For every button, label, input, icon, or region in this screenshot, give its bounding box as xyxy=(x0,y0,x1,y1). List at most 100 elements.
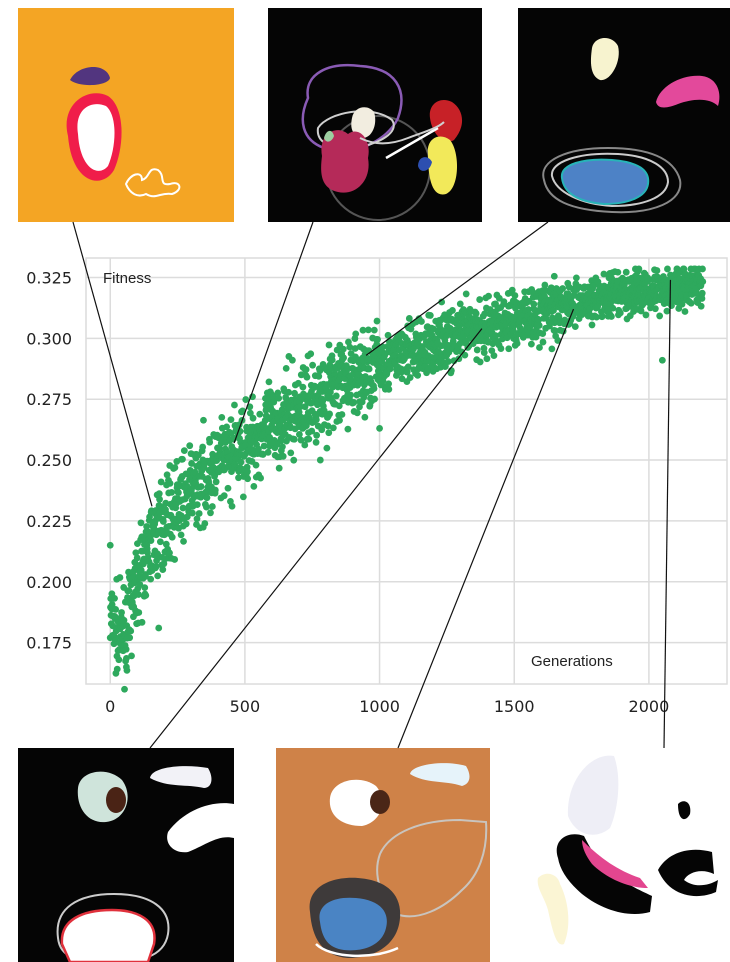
scatter-point xyxy=(307,350,315,358)
scatter-point xyxy=(142,591,150,599)
y-tick-label: 0.275 xyxy=(26,390,72,409)
scatter-point xyxy=(143,523,151,530)
scatter-point xyxy=(257,474,264,482)
scatter-point xyxy=(614,268,622,276)
scatter-point xyxy=(242,396,250,403)
scatter-point xyxy=(231,401,238,409)
scatter-point xyxy=(177,531,185,539)
scatter-point xyxy=(193,501,201,509)
scatter-point xyxy=(243,468,251,476)
scatter-point xyxy=(572,274,580,282)
x-tick-label: 2000 xyxy=(629,697,670,716)
scatter-point xyxy=(256,410,264,418)
scatter-point xyxy=(373,317,381,325)
scatter-point xyxy=(455,355,463,363)
scatter-point-outlier xyxy=(376,425,383,432)
scatter-point xyxy=(328,356,336,364)
x-tick-label: 1000 xyxy=(359,697,400,716)
scatter-point xyxy=(147,575,155,583)
scatter-point xyxy=(238,416,246,424)
scatter-point xyxy=(132,549,140,557)
scatter-point-outlier xyxy=(106,541,114,549)
scatter-point xyxy=(182,520,190,528)
scatter-point xyxy=(180,537,187,545)
scatter-point xyxy=(309,361,316,369)
scatter-point xyxy=(472,310,480,317)
scatter-point xyxy=(111,595,118,602)
scatter-point xyxy=(598,312,606,320)
scatter-point xyxy=(128,652,135,660)
x-axis-label: Generations xyxy=(531,653,613,670)
scatter-point xyxy=(159,566,167,574)
scatter-point xyxy=(608,313,615,320)
scatter-point-outlier xyxy=(316,456,324,464)
scatter-point xyxy=(197,483,205,490)
scatter-point xyxy=(252,461,260,469)
scatter-point xyxy=(246,403,254,411)
sample-thumbnail-2 xyxy=(268,8,482,222)
scatter-point xyxy=(179,455,186,463)
scatter-point xyxy=(535,322,543,329)
scatter-point xyxy=(485,292,492,300)
scatter-point xyxy=(698,289,706,297)
scatter-point xyxy=(279,452,287,460)
scatter-point xyxy=(323,444,331,452)
scatter-point xyxy=(332,392,340,400)
scatter-point xyxy=(125,587,133,595)
scatter-point xyxy=(593,313,600,321)
scatter-point xyxy=(212,478,220,486)
scatter-point xyxy=(550,272,558,280)
scatter-point xyxy=(364,326,372,334)
scatter-point xyxy=(200,416,207,424)
y-tick-label: 0.200 xyxy=(26,573,72,592)
scatter-point xyxy=(371,395,378,403)
scatter-point xyxy=(336,416,343,424)
scatter-point xyxy=(138,618,146,626)
scatter-point xyxy=(312,438,320,446)
scatter-point xyxy=(122,645,130,653)
plot-frame xyxy=(85,257,728,685)
scatter-point xyxy=(476,296,484,303)
scatter-point xyxy=(159,518,167,525)
scatter-point xyxy=(554,337,562,344)
scatter-point xyxy=(539,338,547,346)
scatter-point xyxy=(449,307,456,314)
scatter-point xyxy=(220,492,228,500)
scatter-point xyxy=(139,560,147,568)
scatter-point xyxy=(218,413,226,421)
scatter-point xyxy=(135,609,143,616)
scatter-point xyxy=(414,371,422,379)
scatter-point xyxy=(600,270,608,278)
scatter-point xyxy=(203,503,210,511)
scatter-point xyxy=(338,411,346,418)
scatter-point xyxy=(133,554,141,562)
scatter-point xyxy=(588,321,596,329)
scatter-point xyxy=(120,616,128,624)
scatter-point xyxy=(118,609,125,616)
scatter-point xyxy=(287,449,295,457)
scatter-point xyxy=(622,268,630,276)
scatter-point xyxy=(462,290,470,298)
scatter-point xyxy=(511,292,519,299)
scatter-point xyxy=(490,352,498,360)
scatter-point xyxy=(699,265,706,273)
scatter-point xyxy=(350,399,358,406)
scatter-point xyxy=(664,265,671,273)
scatter-point xyxy=(305,435,313,443)
scatter-point xyxy=(249,393,256,401)
scatter-point xyxy=(426,312,434,319)
scatter-point xyxy=(548,345,556,353)
scatter-point xyxy=(290,435,298,443)
scatter-point xyxy=(697,302,705,310)
scatter-point xyxy=(663,307,671,315)
scatter-point xyxy=(527,340,535,348)
scatter-point xyxy=(651,305,659,313)
scatter-point xyxy=(168,533,176,541)
scatter-point xyxy=(288,356,296,364)
scatter-point xyxy=(279,443,286,451)
scatter-point xyxy=(127,627,135,635)
scatter-point xyxy=(236,427,244,435)
scatter-point xyxy=(285,388,293,396)
scatter-point xyxy=(699,278,707,285)
sample-thumbnail-3 xyxy=(518,8,730,222)
